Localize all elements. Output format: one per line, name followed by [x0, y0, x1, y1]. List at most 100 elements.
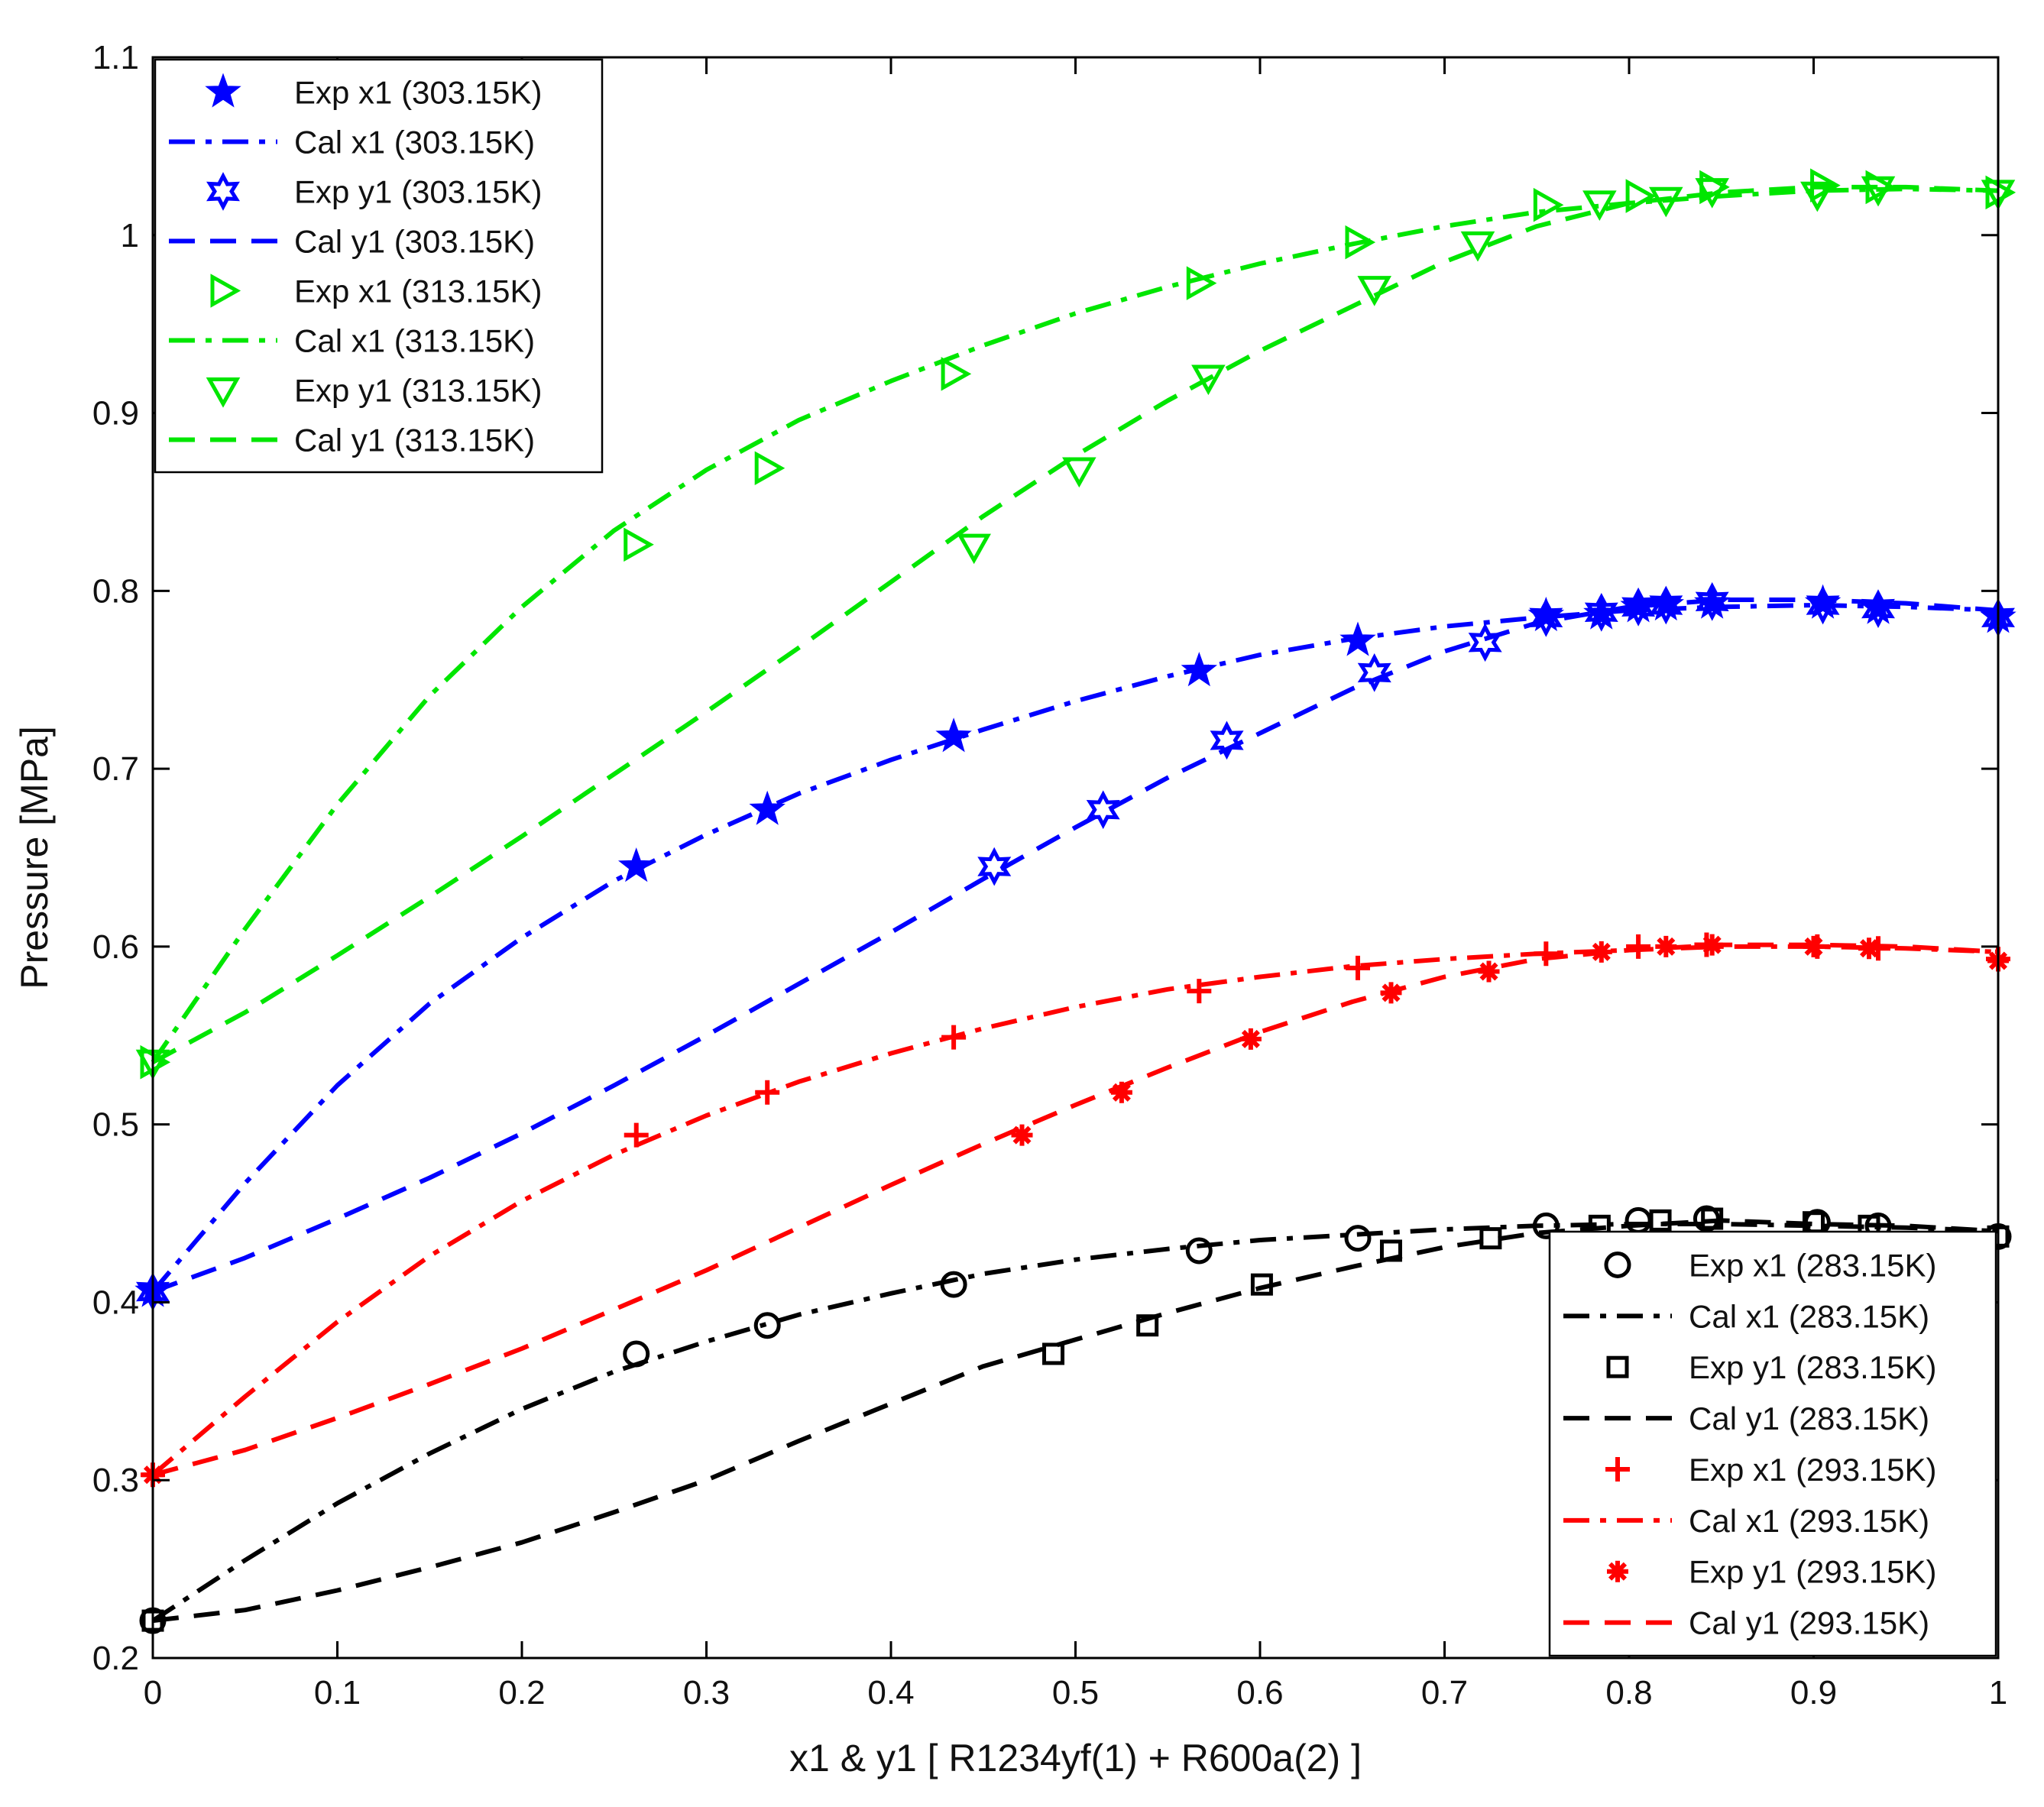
legend-label: Cal y1 (303.15K)	[294, 224, 535, 260]
y-tick-label: 0.2	[92, 1640, 139, 1677]
x-tick-label: 0	[144, 1674, 162, 1711]
data-point	[1357, 653, 1391, 692]
y-tick-label: 0.9	[92, 395, 139, 432]
data-point-shape	[755, 1080, 780, 1105]
data-point	[749, 790, 786, 825]
data-point	[1460, 231, 1495, 262]
data-point	[1191, 364, 1226, 396]
data-point-core	[1246, 1034, 1255, 1044]
legend-label: Cal y1 (293.15K)	[1689, 1605, 1929, 1641]
data-point-core	[1809, 941, 1819, 951]
x-tick-label: 0.8	[1605, 1674, 1652, 1711]
data-point-shape	[1626, 934, 1651, 959]
data-point-shape	[1345, 955, 1370, 980]
data-point-shape	[1379, 1239, 1402, 1262]
legend-entry: Cal x1 (303.15K)	[169, 125, 535, 160]
data-point	[1357, 276, 1392, 306]
legend-entry: Cal y1 (313.15K)	[169, 423, 535, 458]
data-point	[624, 1122, 649, 1148]
data-point	[1534, 941, 1559, 967]
data-point-shape	[1529, 597, 1563, 637]
data-point	[1590, 941, 1612, 963]
data-point	[1210, 721, 1244, 760]
data-point	[1858, 938, 1880, 960]
legend-label: Exp x1 (283.15K)	[1689, 1247, 1937, 1283]
data-point	[754, 451, 786, 485]
data-point-shape	[1181, 652, 1217, 687]
data-point	[1042, 1342, 1065, 1365]
data-point-shape	[1701, 1207, 1724, 1230]
legend-label: Exp y1 (313.15K)	[294, 373, 543, 409]
data-point	[1479, 1227, 1502, 1250]
x-tick-label: 0.1	[314, 1674, 361, 1711]
data-point	[1062, 457, 1097, 488]
legend-label: Exp y1 (293.15K)	[1689, 1554, 1937, 1590]
legend-layer: Exp x1 (303.15K) Cal x1 (303.15K) Exp y1 (…	[154, 58, 1997, 1657]
data-point-shape	[941, 357, 972, 391]
data-point-shape	[1621, 587, 1656, 627]
data-point	[1584, 592, 1618, 632]
legend-entry: Cal y1 (303.15K)	[169, 224, 535, 260]
data-point-shape	[941, 1025, 967, 1050]
x-tick-label: 0.4	[867, 1674, 914, 1711]
data-point-shape	[623, 1340, 650, 1368]
legend-entry: Exp x1 (293.15K)	[1605, 1452, 1937, 1488]
data-point-core	[1596, 947, 1606, 957]
data-point-shape	[754, 451, 786, 485]
y-axis-label: Pressure [MPa]	[13, 726, 56, 989]
data-point-shape	[753, 1312, 781, 1339]
legend-entry: Cal y1 (293.15K)	[1563, 1605, 1929, 1641]
legend-box	[154, 58, 604, 474]
data-point	[1344, 1225, 1372, 1252]
data-point	[1187, 979, 1212, 1004]
data-point	[977, 847, 1012, 886]
data-point	[1861, 589, 1895, 628]
data-point	[1185, 1237, 1213, 1265]
data-point-shape	[1479, 1227, 1502, 1250]
data-point	[1532, 1212, 1560, 1239]
data-point	[1239, 1028, 1262, 1050]
data-point-shape	[624, 527, 654, 562]
data-point-core	[1707, 940, 1717, 950]
legend-marker-sample	[1605, 1456, 1630, 1482]
x-tick-label: 0.9	[1790, 1674, 1837, 1711]
axes-layer: 0 0.1 0.2 0.3 0.4 0.5 0.6 0.7 0.8 0.9 1 0.2 0.3 0.4 0.…	[92, 39, 2007, 1711]
y-tick-label: 0.5	[92, 1106, 139, 1144]
x-tick-label: 0.5	[1052, 1674, 1099, 1711]
series-line-cal-x1-313-15k	[151, 186, 1999, 1064]
data-point-shape	[1042, 1342, 1065, 1365]
data-point-shape	[617, 847, 655, 882]
data-point	[1649, 1209, 1672, 1232]
data-point-shape	[1695, 178, 1729, 209]
data-point	[1380, 982, 1402, 1004]
data-point-shape	[1649, 1209, 1672, 1232]
data-point-shape	[1345, 225, 1376, 260]
data-point-shape	[1985, 175, 2016, 210]
legend-marker-sample	[205, 73, 241, 108]
data-point	[1649, 186, 1683, 218]
data-point	[940, 1271, 967, 1298]
x-tick-label: 0.3	[683, 1674, 730, 1711]
data-point	[1806, 585, 1840, 625]
data-point	[1649, 585, 1683, 625]
data-point-shape	[1357, 276, 1392, 306]
data-point-shape	[935, 717, 972, 753]
series-line-cal-x1-283-15k	[151, 1222, 1999, 1623]
legend-label: Cal x1 (283.15K)	[1689, 1298, 1929, 1334]
data-point-shape	[1460, 231, 1495, 262]
data-point	[617, 847, 655, 882]
data-point	[623, 1340, 650, 1368]
data-point	[1800, 181, 1835, 212]
data-point	[1693, 1205, 1720, 1232]
legend-entry: Exp x1 (313.15K)	[210, 274, 543, 309]
data-point	[1379, 1239, 1402, 1262]
data-point-shape	[1357, 653, 1391, 692]
data-point	[1468, 623, 1502, 662]
data-point	[1250, 1273, 1273, 1296]
data-point	[1985, 175, 2016, 210]
series-line-cal-y1-303-15k	[151, 597, 1999, 1294]
legend-marker-sample-shape	[1604, 1251, 1631, 1278]
legend-entry: Exp x1 (283.15K)	[1604, 1247, 1937, 1283]
data-point	[1625, 179, 1657, 213]
data-point	[1011, 1124, 1033, 1146]
